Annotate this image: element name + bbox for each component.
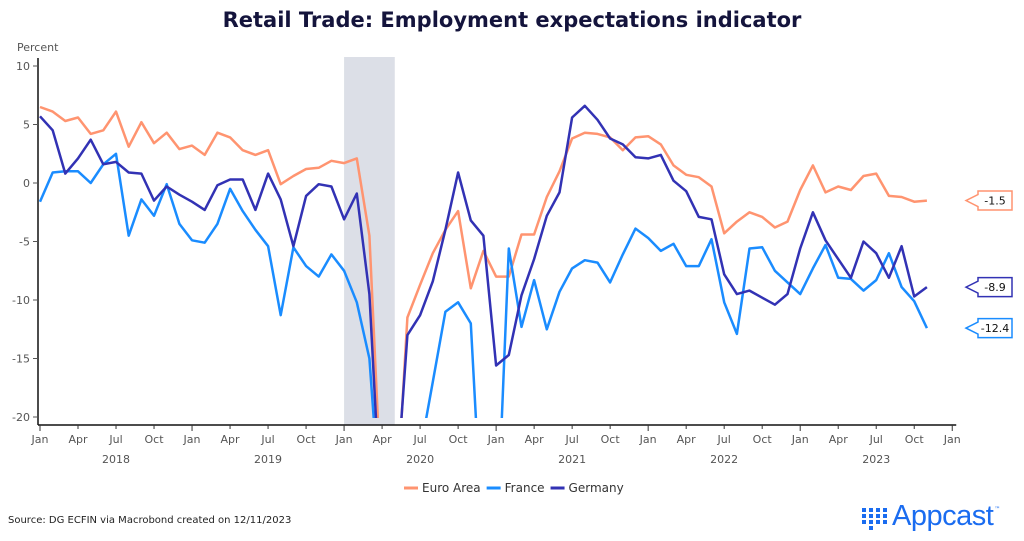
end-label-euro-area: -1.5 [964, 190, 1013, 211]
y-tick-label: 5 [23, 119, 30, 132]
x-tick-label: Jul [108, 433, 122, 446]
legend-item-euro-area: Euro Area [404, 481, 481, 495]
x-year-label: 2021 [558, 453, 586, 466]
y-tick-label: -10 [12, 294, 30, 307]
x-tick-label: Jan [639, 433, 657, 446]
y-tick-label: 10 [16, 60, 30, 73]
x-tick-label: Oct [753, 433, 773, 446]
x-tick-label: Oct [297, 433, 317, 446]
series-line-france [38, 152, 929, 418]
x-tick-label: Oct [145, 433, 165, 446]
end-label-text: -1.5 [984, 195, 1005, 208]
x-axis: Jan Apr Jul Oct Jan Apr Jul Oct Jan Apr Jul Oct Jan A… [31, 424, 961, 466]
y-axis-label: Percent [17, 41, 59, 54]
x-tick-label: Jul [869, 433, 883, 446]
x-tick-label: Oct [905, 433, 925, 446]
x-tick-label: Jan [31, 433, 49, 446]
appcast-grid-icon [862, 507, 887, 530]
x-tick-label: Jan [335, 433, 353, 446]
x-tick-label: Apr [68, 433, 88, 446]
end-labels: -1.5 -12.4 -8.9 [964, 190, 1013, 339]
x-year-label: 2023 [862, 453, 890, 466]
chart-title: Retail Trade: Employment expectations in… [222, 8, 802, 32]
legend: Euro Area France Germany [404, 481, 624, 495]
legend-item-france: France [486, 481, 545, 495]
x-tick-label: Apr [677, 433, 697, 446]
end-label-box [964, 190, 1013, 211]
x-year-label: 2020 [406, 453, 434, 466]
x-tick-label: Jul [564, 433, 578, 446]
y-tick-label: -20 [12, 411, 30, 424]
source-note: Source: DG ECFIN via Macrobond created o… [8, 515, 292, 526]
end-label-text: -8.9 [984, 281, 1005, 294]
end-label-text: -12.4 [981, 322, 1009, 335]
y-tick-label: -15 [12, 353, 30, 366]
x-tick-label: Oct [449, 433, 469, 446]
end-label-germany: -8.9 [964, 276, 1013, 298]
end-label-box [964, 317, 1013, 339]
legend-label: France [505, 481, 545, 495]
appcast-wordmark: Appcast [892, 500, 994, 532]
x-tick-label: Jan [183, 433, 201, 446]
x-tick-label: Apr [221, 433, 241, 446]
y-tick-label: 0 [23, 177, 30, 190]
legend-label: Euro Area [422, 481, 481, 495]
x-year-label: 2019 [254, 453, 282, 466]
x-year-label: 2022 [710, 453, 738, 466]
x-tick-label: Jan [487, 433, 505, 446]
series-line-germany [39, 104, 928, 418]
end-label-box [964, 276, 1013, 298]
x-year-label: 2018 [102, 453, 130, 466]
legend-item-germany: Germany [550, 481, 624, 495]
x-tick-label: Apr [829, 433, 849, 446]
x-tick-label: Jul [717, 433, 731, 446]
x-tick-label: Apr [525, 433, 545, 446]
y-tick-label: -5 [19, 236, 30, 249]
x-tick-label: Jul [412, 433, 426, 446]
series-lines [38, 104, 929, 418]
x-tick-label: Oct [601, 433, 621, 446]
x-tick-label: Jan [943, 433, 961, 446]
x-tick-label: Apr [373, 433, 393, 446]
appcast-logo: Appcast ™ [862, 500, 1000, 533]
end-label-france: -12.4 [964, 317, 1013, 339]
x-tick-label: Jan [791, 433, 809, 446]
trademark-mark: ™ [994, 506, 1001, 513]
y-axis: 10 5 0 -5 -10 -15 -20 [12, 58, 39, 425]
legend-label: Germany [569, 481, 624, 495]
series-line-euro-area [39, 105, 928, 418]
x-tick-label: Jul [260, 433, 274, 446]
